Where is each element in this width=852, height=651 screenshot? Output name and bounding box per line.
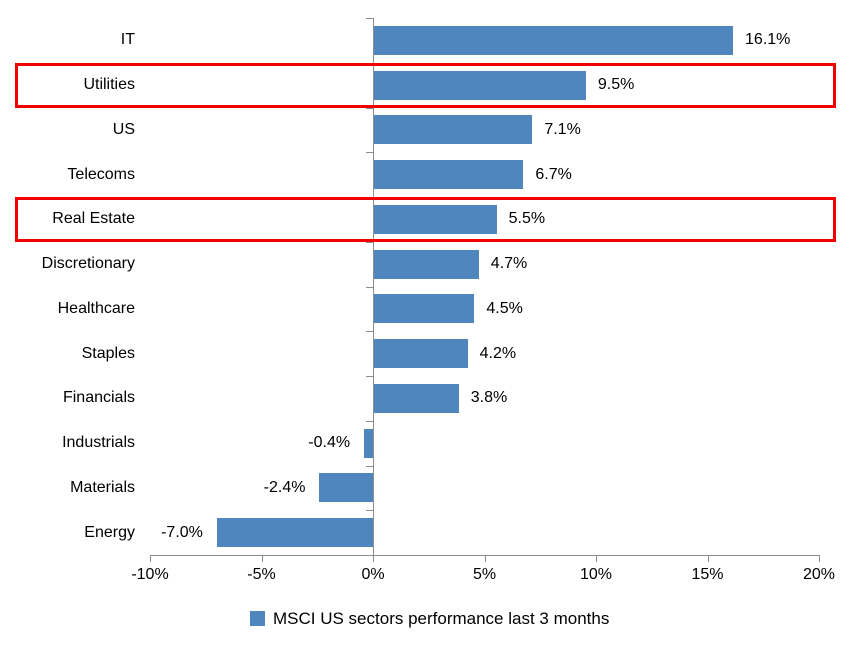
legend-marker-icon: [250, 611, 265, 626]
category-axis-tick: [366, 465, 373, 467]
category-label: Materials: [70, 478, 135, 496]
bar: [374, 204, 497, 234]
bar: [374, 115, 533, 145]
value-label: 6.7%: [535, 165, 572, 183]
category-label: IT: [120, 31, 135, 49]
category-label: Staples: [81, 344, 135, 362]
value-axis-tick: [707, 555, 709, 562]
bar: [374, 294, 475, 324]
category-label: Real Estate: [52, 210, 135, 228]
category-axis-tick: [366, 241, 373, 243]
category-label: Utilities: [83, 76, 135, 94]
category-label: Energy: [84, 523, 135, 541]
category-label: US: [112, 120, 135, 138]
value-axis-tick: [261, 555, 263, 562]
bar: [216, 518, 373, 548]
x-tick-label: 15%: [691, 566, 724, 583]
bar: [374, 339, 468, 369]
value-label: -2.4%: [263, 478, 306, 496]
category-label: Discretionary: [41, 255, 135, 273]
value-label: 5.5%: [508, 210, 546, 228]
value-label: -7.0%: [161, 523, 203, 541]
value-label: 9.5%: [597, 76, 635, 94]
highlight-box: [15, 197, 836, 242]
x-tick-label: 0%: [361, 566, 385, 583]
value-label: 4.7%: [490, 255, 528, 273]
value-axis-tick: [484, 555, 486, 562]
bar: [374, 383, 459, 413]
category-axis-tick: [366, 510, 373, 512]
bar: [374, 249, 479, 279]
category-label: Telecoms: [67, 165, 135, 183]
category-axis-tick: [366, 286, 373, 288]
category-axis-tick: [366, 420, 373, 422]
category-axis-tick: [366, 107, 373, 109]
value-label: -0.4%: [308, 434, 351, 452]
category-axis-tick: [366, 152, 373, 154]
bar: [364, 428, 373, 458]
value-label: 7.1%: [544, 120, 581, 138]
value-axis-tick: [373, 555, 374, 562]
category-label: Industrials: [62, 434, 135, 452]
bar: [374, 25, 734, 55]
bar: [374, 70, 586, 100]
category-axis-tick: [366, 18, 373, 19]
value-axis-tick: [819, 555, 820, 562]
category-label: Healthcare: [57, 299, 135, 317]
category-label: Financials: [62, 389, 135, 407]
category-axis-tick: [366, 376, 373, 377]
chart-legend: MSCI US sectors performance last 3 month…: [250, 610, 609, 627]
highlight-box: [15, 62, 836, 108]
value-label: 16.1%: [745, 31, 791, 49]
category-axis-tick: [366, 331, 373, 333]
bar: [374, 160, 524, 190]
x-tick-label: 20%: [802, 566, 836, 583]
x-tick-label: -10%: [131, 566, 169, 583]
bar: [319, 473, 373, 503]
x-tick-label: 5%: [472, 566, 497, 583]
value-axis-tick: [596, 555, 597, 562]
value-label: 4.5%: [486, 299, 523, 317]
x-tick-label: -5%: [247, 566, 276, 583]
legend-label: MSCI US sectors performance last 3 month…: [273, 609, 610, 628]
value-axis-tick: [150, 555, 151, 562]
category-axis-line: [373, 18, 374, 562]
value-label: 3.8%: [470, 389, 508, 407]
value-label: 4.2%: [479, 344, 517, 362]
x-tick-label: 10%: [579, 566, 613, 583]
